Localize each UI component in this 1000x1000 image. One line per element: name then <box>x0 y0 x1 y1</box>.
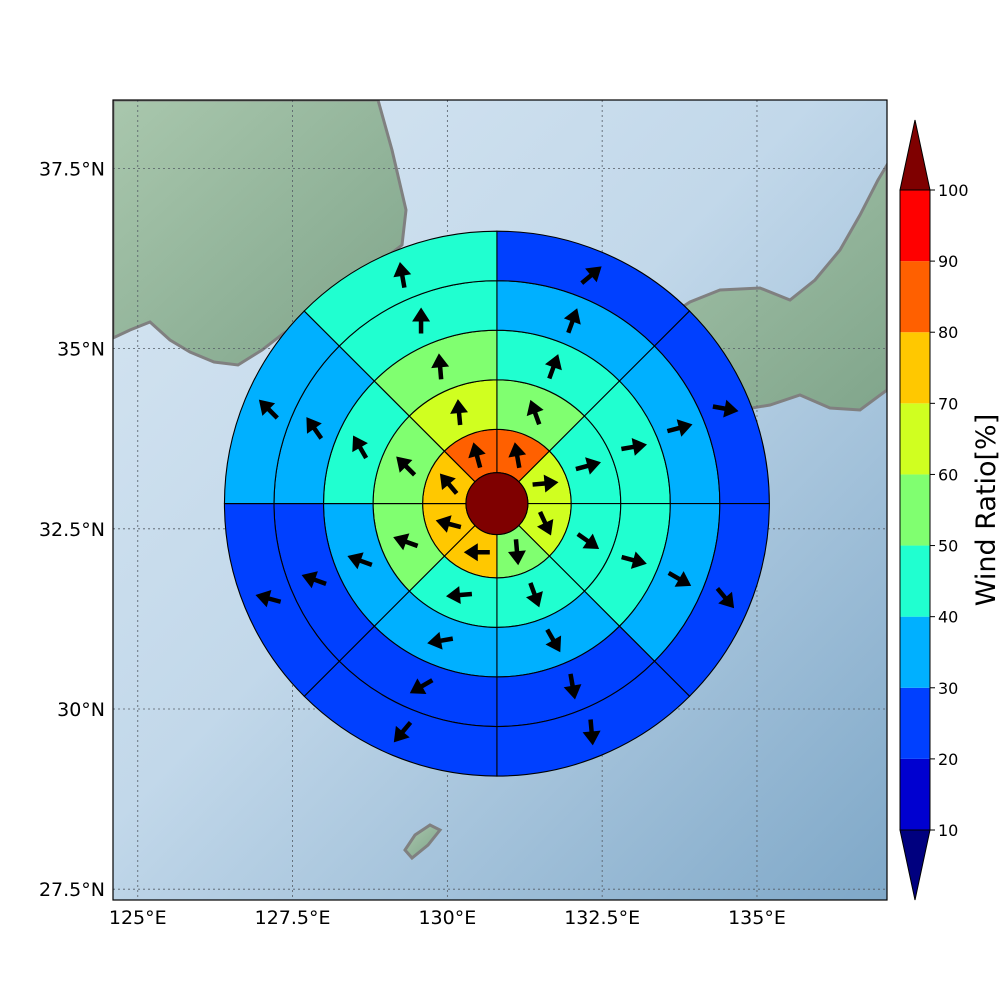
wind-arrow-ring-2-sector-3 <box>576 532 600 549</box>
colorbar-over-extension <box>899 119 931 191</box>
wind-arrow-ring-2-sector-1 <box>526 399 544 426</box>
wind-arrow-ring-4-sector-2 <box>666 419 693 437</box>
wind-arrow-ring-2-sector-5 <box>446 586 473 604</box>
wind-arrow-ring-4-sector-8 <box>412 307 431 334</box>
wind-arrow-ring-2-sector-8 <box>450 399 468 426</box>
latitude-tick-label: 37.5°N <box>39 158 105 180</box>
islands-nansei <box>403 823 443 861</box>
colorbar-tick-label: 40 <box>938 608 958 627</box>
wind-arrow-ring-5-sector-7 <box>258 399 279 420</box>
colorbar-segment <box>900 403 930 475</box>
wind-arrow-ring-3-sector-7 <box>352 435 369 460</box>
wind-arrow-ring-5-sector-4 <box>582 719 601 746</box>
center-disk <box>465 472 529 536</box>
colorbar-segment <box>900 687 930 759</box>
latitude-tick-label: 30°N <box>57 699 105 721</box>
wind-arrow-ring-5-sector-6 <box>255 590 282 608</box>
longitude-tick-label: 135°E <box>728 907 786 929</box>
wind-arrow-ring-4-sector-6 <box>301 571 327 589</box>
wind-arrow-ring-5-sector-2 <box>712 399 739 418</box>
wind-arrow-ring-3-sector-5 <box>427 631 454 650</box>
colorbar-tick-label: 10 <box>938 821 958 840</box>
colorbar: 10 20 30 40 50 60 70 80 90 100 <box>899 119 969 901</box>
wind-arrow-ring-4-sector-4 <box>563 673 582 700</box>
wind-arrow-ring-1-sector-8 <box>468 442 486 469</box>
wind-arrow-ring-2-sector-2 <box>575 457 601 475</box>
colorbar-tick-label: 30 <box>938 679 958 698</box>
wind-arrow-ring-3-sector-2 <box>621 438 647 456</box>
longitude-tick-label: 130°E <box>418 907 476 929</box>
colorbar-segment <box>900 616 930 688</box>
longitude-tick-labels: 125°E 127.5°E 130°E 132.5°E 135°E <box>109 907 786 929</box>
longitude-tick-label: 125°E <box>109 907 167 929</box>
wind-arrow-ring-2-sector-6 <box>393 533 419 551</box>
wind-arrow-ring-1-sector-2 <box>532 474 559 493</box>
map-area <box>113 100 887 900</box>
wind-arrow-ring-1-sector-3 <box>537 511 554 536</box>
ring-5-sector-nw-n-cell <box>303 230 498 347</box>
wind-arrow-ring-2-sector-4 <box>526 582 543 608</box>
colorbar-segment <box>900 545 930 617</box>
colorbar-tick-label: 60 <box>938 465 958 484</box>
colorbar-tick-label: 90 <box>938 252 958 271</box>
wind-arrow-ring-3-sector-1 <box>545 354 562 380</box>
wind-arrow-ring-4-sector-5 <box>409 678 434 694</box>
wind-arrow-ring-3-sector-8 <box>431 353 450 380</box>
wind-arrow-ring-5-sector-1 <box>580 266 602 285</box>
colorbar-segment <box>900 474 930 546</box>
wind-arrow-ring-5-sector-3 <box>715 587 735 609</box>
wind-arrow-ring-3-sector-4 <box>545 628 562 653</box>
wind-arrow-ring-1-sector-4 <box>508 539 526 566</box>
plot-frame <box>112 99 888 901</box>
colorbar-tick-label: 100 <box>938 181 969 200</box>
wind-arrow-ring-4-sector-7 <box>306 417 324 440</box>
latitude-tick-label: 32.5°N <box>39 519 105 541</box>
wind-arrow-ring-1-sector-5 <box>463 543 490 562</box>
wind-arrow-ring-1-sector-7 <box>439 473 459 495</box>
colorbar-segment <box>900 261 930 333</box>
wind-arrow-ring-1-sector-6 <box>435 515 462 533</box>
wind-arrow-ring-3-sector-3 <box>621 551 647 569</box>
colorbar-frame <box>899 189 931 831</box>
colorbar-segment <box>900 332 930 404</box>
longitude-tick-label: 132.5°E <box>564 907 640 929</box>
colorbar-tick-label: 80 <box>938 323 958 342</box>
wind-ratio-polar-grid <box>223 230 770 777</box>
wind-arrow-ring-2-sector-7 <box>396 456 417 477</box>
wind-arrow-ring-4-sector-3 <box>667 571 692 587</box>
colorbar-under-extension <box>899 829 931 901</box>
latitude-tick-labels: 27.5°N 30°N 32.5°N 35°N 37.5°N <box>39 158 105 901</box>
colorbar-tick-label: 70 <box>938 394 958 413</box>
latitude-tick-label: 27.5°N <box>39 879 105 901</box>
wind-arrow-ring-4-sector-1 <box>563 308 581 334</box>
wind-arrow-ring-1-sector-1 <box>508 442 527 469</box>
wind-arrow-ring-5-sector-5 <box>393 721 413 743</box>
wind-arrow-ring-5-sector-8 <box>393 262 412 288</box>
colorbar-tick-label: 50 <box>938 537 958 556</box>
wind-arrow-ring-3-sector-6 <box>347 552 373 570</box>
latitude-tick-label: 35°N <box>57 339 105 361</box>
colorbar-tick-label: 20 <box>938 750 958 769</box>
colorbar-segment <box>900 190 930 262</box>
colorbar-segment <box>900 758 930 830</box>
colorbar-title: Wind Ratio[%] <box>971 414 1000 606</box>
longitude-tick-label: 127.5°E <box>255 907 331 929</box>
